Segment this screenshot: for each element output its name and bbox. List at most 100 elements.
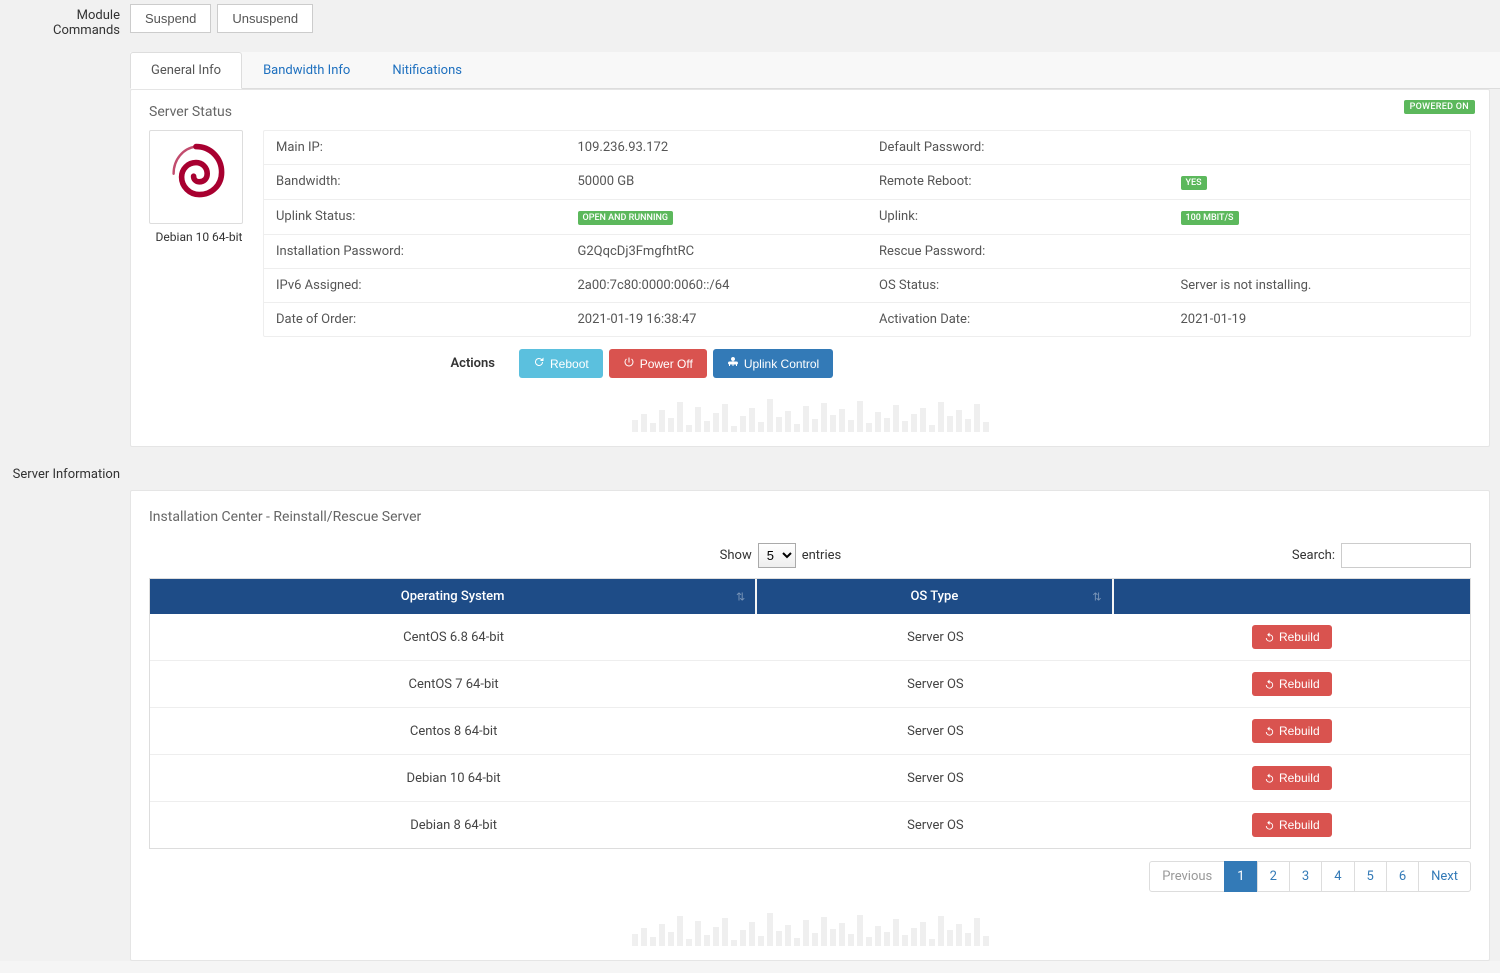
- ostype-cell: Server OS: [757, 614, 1113, 661]
- installation-center-panel: Installation Center - Reinstall/Rescue S…: [130, 490, 1490, 961]
- os-cell: CentOS 6.8 64-bit: [150, 614, 757, 661]
- pagination-next[interactable]: Next: [1418, 861, 1471, 892]
- rebuild-button[interactable]: Rebuild: [1252, 719, 1332, 743]
- undo-icon: [1264, 632, 1275, 643]
- suspend-button[interactable]: Suspend: [130, 4, 211, 33]
- info-label: Uplink:: [867, 200, 1169, 234]
- uplink-control-button[interactable]: Uplink Control: [713, 349, 833, 378]
- sparkline-decoration: [149, 392, 1471, 432]
- os-cell: Centos 8 64-bit: [150, 708, 757, 755]
- rebuild-button[interactable]: Rebuild: [1252, 766, 1332, 790]
- pagination-page[interactable]: 6: [1386, 861, 1419, 892]
- info-value: YES: [1169, 165, 1471, 199]
- pagination-page[interactable]: 1: [1224, 861, 1257, 892]
- uplink-label: Uplink Control: [744, 357, 819, 371]
- tabs-nav: General InfoBandwidth InfoNitifications: [130, 52, 1500, 89]
- info-label: Date of Order:: [264, 303, 566, 336]
- network-icon: [727, 356, 739, 371]
- undo-icon: [1264, 773, 1275, 784]
- pagination-page[interactable]: 3: [1289, 861, 1322, 892]
- os-cell: CentOS 7 64-bit: [150, 661, 757, 708]
- info-label: Rescue Password:: [867, 235, 1169, 268]
- action-cell: Rebuild: [1114, 708, 1470, 755]
- entries-select[interactable]: 5: [758, 543, 796, 568]
- sparkline-decoration: [149, 906, 1471, 946]
- os-datatable: Operating System⇅OS Type⇅ CentOS 6.8 64-…: [149, 578, 1471, 849]
- search-label: Search:: [1292, 548, 1335, 563]
- info-value: 109.236.93.172: [566, 131, 868, 164]
- info-value: 100 MBIT/S: [1169, 200, 1471, 234]
- show-label: Show: [720, 548, 752, 563]
- info-label: Bandwidth:: [264, 165, 566, 199]
- undo-icon: [1264, 679, 1275, 690]
- info-value: Server is not installing.: [1169, 269, 1471, 302]
- info-label: Activation Date:: [867, 303, 1169, 336]
- table-row: CentOS 6.8 64-bitServer OS Rebuild: [150, 614, 1470, 661]
- sort-icon: ⇅: [736, 590, 745, 603]
- ostype-cell: Server OS: [757, 802, 1113, 848]
- pagination-prev[interactable]: Previous: [1149, 861, 1225, 892]
- tab-nitifications[interactable]: Nitifications: [371, 52, 483, 88]
- table-row: CentOS 7 64-bitServer OS Rebuild: [150, 661, 1470, 708]
- table-row: Debian 10 64-bitServer OS Rebuild: [150, 755, 1470, 802]
- poweroff-button[interactable]: Power Off: [609, 349, 707, 378]
- column-header[interactable]: Operating System⇅: [150, 579, 757, 614]
- ostype-cell: Server OS: [757, 708, 1113, 755]
- os-caption: Debian 10 64-bit: [149, 230, 249, 244]
- module-commands-label: Module Commands: [0, 0, 130, 46]
- installation-center-title: Installation Center - Reinstall/Rescue S…: [149, 509, 1471, 525]
- action-cell: Rebuild: [1114, 661, 1470, 708]
- actions-label: Actions: [149, 356, 519, 371]
- power-status-badge: POWERED ON: [1404, 100, 1475, 114]
- ostype-cell: Server OS: [757, 755, 1113, 802]
- info-value: 2a00:7c80:0000:0060::/64: [566, 269, 868, 302]
- server-info-table: Main IP:109.236.93.172Default Password: B…: [263, 130, 1471, 337]
- poweroff-label: Power Off: [640, 357, 693, 371]
- info-label: Installation Password:: [264, 235, 566, 268]
- power-icon: [623, 356, 635, 371]
- search-input[interactable]: [1341, 543, 1471, 568]
- action-cell: Rebuild: [1114, 755, 1470, 802]
- info-value: 50000 GB: [566, 165, 868, 199]
- info-label: Default Password:: [867, 131, 1169, 164]
- rebuild-button[interactable]: Rebuild: [1252, 625, 1332, 649]
- info-label: Uplink Status:: [264, 200, 566, 234]
- info-value: G2QqcDj3FmgfhtRC: [566, 235, 868, 268]
- column-header[interactable]: OS Type⇅: [757, 579, 1113, 614]
- server-information-label: Server Information: [0, 459, 130, 490]
- column-header: [1114, 579, 1470, 614]
- info-label: Remote Reboot:: [867, 165, 1169, 199]
- info-label: Main IP:: [264, 131, 566, 164]
- info-label: IPv6 Assigned:: [264, 269, 566, 302]
- info-value: OPEN AND RUNNING: [566, 200, 868, 234]
- action-cell: Rebuild: [1114, 802, 1470, 848]
- pagination-page[interactable]: 2: [1257, 861, 1290, 892]
- sort-icon: ⇅: [1092, 590, 1101, 603]
- entries-label: entries: [802, 548, 842, 563]
- pagination-page[interactable]: 4: [1321, 861, 1354, 892]
- unsuspend-button[interactable]: Unsuspend: [217, 4, 313, 33]
- reboot-label: Reboot: [550, 357, 589, 371]
- server-status-title: Server Status: [149, 104, 1471, 120]
- os-cell: Debian 8 64-bit: [150, 802, 757, 848]
- info-value: 2021-01-19: [1169, 303, 1471, 336]
- pagination: Previous123456Next: [149, 861, 1471, 892]
- action-cell: Rebuild: [1114, 614, 1470, 661]
- tab-bandwidth-info[interactable]: Bandwidth Info: [242, 52, 371, 88]
- refresh-icon: [533, 356, 545, 371]
- info-value: [1169, 235, 1471, 268]
- rebuild-button[interactable]: Rebuild: [1252, 672, 1332, 696]
- ostype-cell: Server OS: [757, 661, 1113, 708]
- undo-icon: [1264, 820, 1275, 831]
- os-logo: [149, 130, 243, 224]
- undo-icon: [1264, 726, 1275, 737]
- pagination-page[interactable]: 5: [1354, 861, 1387, 892]
- reboot-button[interactable]: Reboot: [519, 349, 603, 378]
- table-row: Debian 8 64-bitServer OS Rebuild: [150, 802, 1470, 848]
- tab-general-info[interactable]: General Info: [130, 52, 242, 89]
- server-status-panel: Server Status POWERED ON Debian 10 64-bi…: [130, 89, 1490, 447]
- os-cell: Debian 10 64-bit: [150, 755, 757, 802]
- info-label: OS Status:: [867, 269, 1169, 302]
- table-row: Centos 8 64-bitServer OS Rebuild: [150, 708, 1470, 755]
- rebuild-button[interactable]: Rebuild: [1252, 813, 1332, 837]
